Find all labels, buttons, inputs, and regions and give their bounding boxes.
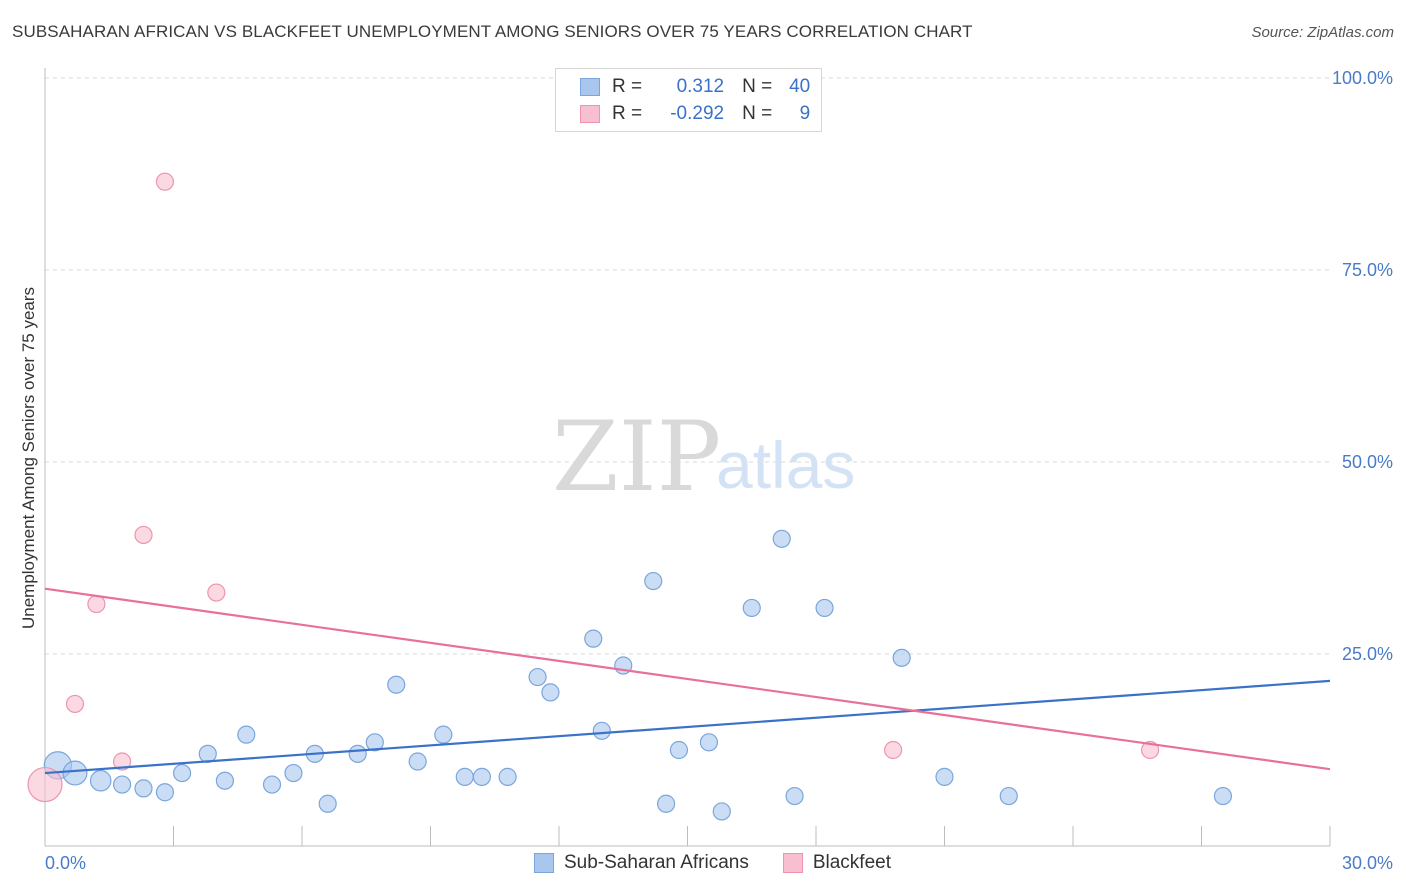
point-subsaharan xyxy=(815,598,834,618)
series-swatch-subsaharan xyxy=(534,853,554,873)
tick-labels: 25.0% 50.0% 75.0% 100.0% 0.0% 30.0% xyxy=(45,68,1393,873)
chart-title: SUBSAHARAN AFRICAN VS BLACKFEET UNEMPLOY… xyxy=(12,22,973,41)
point-blackfeet xyxy=(87,594,106,614)
point-subsaharan xyxy=(592,721,611,740)
point-blackfeet xyxy=(134,525,153,545)
legend-swatch-blackfeet xyxy=(580,105,600,123)
series-label: Blackfeet xyxy=(812,852,891,873)
point-subsaharan xyxy=(785,786,804,806)
point-subsaharan xyxy=(892,648,911,667)
point-subsaharan xyxy=(62,760,88,786)
series-legend-subsaharan: Sub-Saharan Africans xyxy=(534,852,749,874)
legend-n-value: 9 xyxy=(799,103,811,124)
point-subsaharan xyxy=(348,744,367,763)
point-subsaharan xyxy=(1213,786,1233,806)
point-subsaharan xyxy=(155,783,175,802)
point-subsaharan xyxy=(408,752,427,771)
point-subsaharan xyxy=(472,767,491,786)
point-blackfeet xyxy=(155,172,175,191)
y-tick-label: 25.0% xyxy=(1342,644,1393,664)
legend-n-label: N = xyxy=(742,103,773,124)
point-subsaharan xyxy=(772,529,791,548)
axes xyxy=(44,68,1331,847)
x-tick-label-min: 0.0% xyxy=(45,853,86,873)
trend-line-subsaharan xyxy=(44,679,1331,775)
data-points xyxy=(27,172,1233,821)
correlation-legend: R = 0.312 N = 40 R = -0.292 N = 9 xyxy=(555,68,822,132)
point-subsaharan xyxy=(498,767,517,786)
point-subsaharan xyxy=(742,598,761,618)
legend-r-value: 0.312 xyxy=(676,76,725,97)
point-subsaharan xyxy=(134,779,153,798)
trend-line-blackfeet xyxy=(44,587,1331,771)
point-subsaharan xyxy=(89,769,112,792)
point-subsaharan xyxy=(528,667,547,687)
point-subsaharan xyxy=(699,733,719,752)
point-subsaharan xyxy=(999,786,1018,806)
y-axis-label: Unemployment Among Seniors over 75 years xyxy=(19,287,38,629)
legend-n-value: 40 xyxy=(789,76,811,97)
legend-r-label: R = xyxy=(612,103,643,124)
legend-r-label: R = xyxy=(612,76,643,97)
point-subsaharan xyxy=(656,794,676,813)
point-subsaharan xyxy=(935,767,954,786)
series-swatch-blackfeet xyxy=(782,853,803,873)
point-subsaharan xyxy=(237,725,256,744)
point-subsaharan xyxy=(712,802,731,821)
watermark-zip: ZIP xyxy=(552,401,721,513)
watermark-atlas: atlas xyxy=(716,428,855,502)
point-subsaharan xyxy=(455,767,474,786)
point-subsaharan xyxy=(669,740,689,760)
trend-lines xyxy=(44,587,1331,775)
point-subsaharan xyxy=(284,763,303,783)
gridlines xyxy=(45,77,1330,655)
point-subsaharan xyxy=(584,629,603,648)
y-tick-label: 75.0% xyxy=(1342,260,1393,280)
point-subsaharan xyxy=(262,775,282,794)
point-subsaharan xyxy=(198,744,217,763)
point-blackfeet xyxy=(112,752,132,771)
point-blackfeet xyxy=(27,766,63,803)
point-blackfeet xyxy=(883,740,903,760)
point-subsaharan xyxy=(215,771,234,790)
point-blackfeet xyxy=(207,583,226,602)
watermark: ZIP atlas xyxy=(552,401,855,513)
point-subsaharan xyxy=(172,763,192,783)
x-tick-label-max: 30.0% xyxy=(1342,853,1393,873)
series-legend-blackfeet: Blackfeet xyxy=(782,852,891,874)
legend-row-subsaharan: R = 0.312 N = 40 xyxy=(580,75,810,99)
point-subsaharan xyxy=(318,794,337,813)
legend-n-label: N = xyxy=(742,76,773,97)
source-label: Source: ZipAtlas.com xyxy=(1251,24,1394,41)
series-legend: Sub-Saharan Africans Blackfeet xyxy=(534,852,925,874)
point-subsaharan xyxy=(365,733,384,752)
legend-swatch-subsaharan xyxy=(580,78,600,96)
point-subsaharan xyxy=(387,675,406,694)
legend-r-value: -0.292 xyxy=(670,103,725,124)
point-blackfeet xyxy=(65,694,85,714)
series-label: Sub-Saharan Africans xyxy=(564,852,749,873)
point-blackfeet xyxy=(1140,740,1160,760)
y-tick-label: 50.0% xyxy=(1342,452,1393,472)
legend-row-blackfeet: R = -0.292 N = 9 xyxy=(580,102,810,126)
point-subsaharan xyxy=(434,725,453,744)
y-tick-label: 100.0% xyxy=(1332,68,1393,88)
point-subsaharan xyxy=(644,571,663,591)
point-subsaharan xyxy=(541,683,560,702)
point-subsaharan xyxy=(112,775,132,794)
